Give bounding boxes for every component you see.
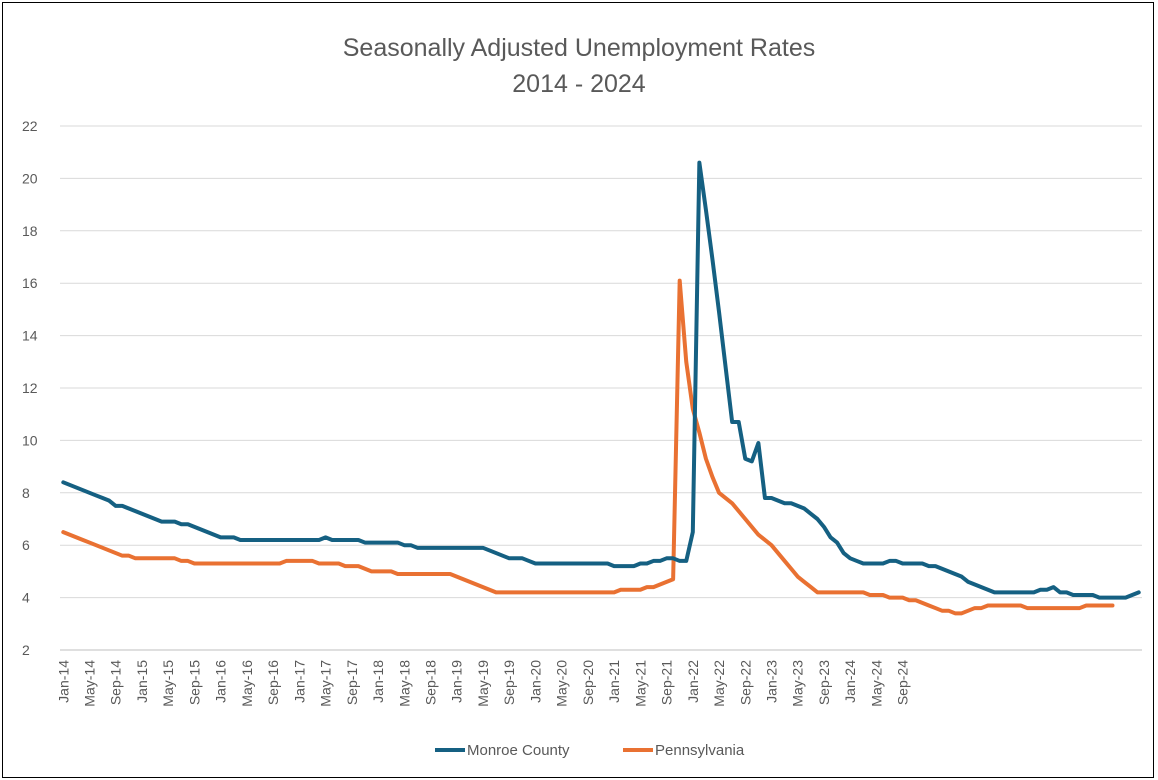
x-tick-label: May-17 [318,660,334,707]
y-tick-label: 2 [22,642,30,658]
x-tick-label: May-24 [868,660,884,707]
x-tick-label: Sep-22 [737,660,753,705]
series-line-0 [61,160,1141,600]
x-tick-label: Jan-15 [134,660,150,703]
y-tick-label: 10 [22,432,38,448]
x-tick-label: Sep-15 [186,660,202,705]
x-tick-label: Jan-24 [842,660,858,703]
gridlines [60,125,1142,651]
x-tick-label: May-19 [475,660,491,707]
x-tick-label: Jan-22 [685,660,701,703]
y-tick-label: 14 [22,328,38,344]
legend: Monroe County Pennsylvania [435,742,745,759]
y-tick-label: 16 [22,275,38,291]
x-tick-label: Jan-23 [763,660,779,703]
x-tick-label: Sep-16 [265,660,281,705]
x-tick-label: Jan-19 [449,660,465,703]
x-tick-label: May-16 [239,660,255,707]
x-tick-label: Jan-14 [55,660,71,703]
chart-subtitle: 2014 - 2024 [512,70,646,98]
x-tick-label: Sep-14 [108,660,124,705]
y-tick-label: 12 [22,380,38,396]
legend-label: Monroe County [467,742,570,759]
x-tick-label: Sep-23 [816,660,832,705]
x-tick-label: May-22 [711,660,727,707]
x-tick-label: Sep-18 [423,660,439,705]
y-axis-ticks: 2 4 6 8 10 12 14 16 18 20 22 [22,118,38,658]
x-tick-label: May-20 [554,660,570,707]
x-tick-label: Jan-17 [291,660,307,703]
y-tick-label: 8 [22,485,30,501]
legend-label: Pennsylvania [655,742,745,759]
y-tick-label: 18 [22,223,38,239]
x-tick-label: Jan-16 [213,660,229,703]
y-tick-label: 6 [22,537,30,553]
x-tick-label: May-14 [82,660,98,707]
x-tick-label: May-23 [790,660,806,707]
x-axis-ticks: Jan-14 May-14 Sep-14 Jan-15 May-15 Sep-15 Jan-… [55,660,910,707]
series-lines [61,160,1141,616]
x-tick-label: Sep-21 [659,660,675,705]
series-line-1 [61,278,1115,616]
x-tick-label: Jan-20 [527,660,543,703]
x-tick-label: Sep-24 [895,660,911,705]
x-tick-label: Sep-19 [501,660,517,705]
x-tick-label: Sep-20 [580,660,596,705]
x-tick-label: May-21 [632,660,648,707]
chart-title: Seasonally Adjusted Unemployment Rates [342,34,816,62]
y-tick-label: 20 [22,170,38,186]
x-tick-label: May-18 [396,660,412,707]
x-tick-label: Jan-21 [606,660,622,703]
x-tick-label: May-15 [160,660,176,707]
x-tick-label: Jan-18 [370,660,386,703]
y-tick-label: 4 [22,590,30,606]
y-tick-label: 22 [22,118,38,134]
x-tick-label: Sep-17 [344,660,360,705]
